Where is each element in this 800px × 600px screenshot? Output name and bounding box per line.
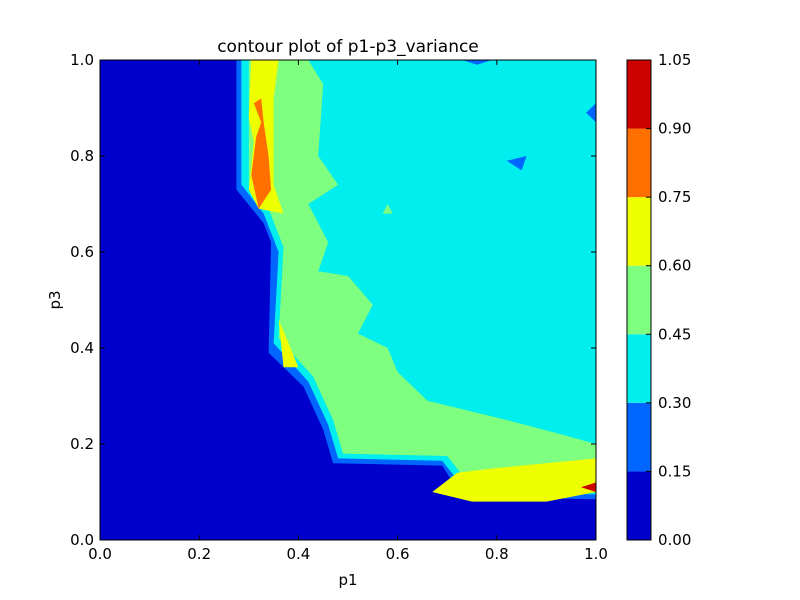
contour-region-7 <box>432 458 596 502</box>
plot-area <box>99 59 597 541</box>
colorbar-tick-label: 0.60 <box>658 257 691 275</box>
contour-region-3 <box>308 60 596 444</box>
y-tick-label: 0.8 <box>70 147 94 165</box>
colorbar-tick-label: 0.90 <box>658 120 691 138</box>
contour-region-9 <box>506 156 527 171</box>
contour-region-12 <box>382 204 393 214</box>
x-tick-label: 0.8 <box>485 545 509 563</box>
colorbar-tick-label: 0.30 <box>658 394 691 412</box>
colorbar-tick-label: 0.00 <box>658 531 691 549</box>
colorbar-tick-label: 0.15 <box>658 462 691 480</box>
x-axis: 0.0 0.2 0.4 0.6 0.8 1.0 <box>88 60 608 563</box>
contour-region-8 <box>581 482 596 492</box>
x-tick-label: 0.4 <box>286 545 310 563</box>
colorbar-frame <box>626 59 652 541</box>
colorbar-swatch <box>627 334 651 403</box>
colorbar-tick-label: 1.05 <box>658 51 691 69</box>
colorbar-swatch <box>627 60 651 129</box>
contour-region-6 <box>278 319 299 368</box>
y-tick-label: 0.4 <box>70 339 94 357</box>
x-tick-label: 0.2 <box>187 545 211 563</box>
x-tick-label: 0.6 <box>386 545 410 563</box>
contour-region-11 <box>586 103 596 123</box>
contour-region-5 <box>251 98 272 209</box>
colorbar-swatch <box>627 128 651 198</box>
y-tick-label: 1.0 <box>70 51 94 69</box>
colorbar-tick-label: 0.45 <box>658 325 691 343</box>
y-tick-label: 0.6 <box>70 243 94 261</box>
colorbar-tick-label: 0.75 <box>658 188 691 206</box>
contour-region-10 <box>462 60 492 65</box>
x-axis-label: p1 <box>338 571 357 589</box>
colorbar-swatch <box>627 265 651 335</box>
x-tick-label: 0.0 <box>88 545 112 563</box>
plot-frame <box>99 59 597 541</box>
colorbar: 0.00 0.15 0.30 0.45 0.60 0.75 0.90 1.05 <box>626 51 691 549</box>
y-axis: 0.0 0.2 0.4 0.6 0.8 1.0 <box>70 51 596 549</box>
chart-title: contour plot of p1-p3_variance <box>217 37 479 57</box>
colorbar-swatch <box>627 402 651 472</box>
colorbar-swatch <box>627 197 651 266</box>
contour-regions <box>236 60 597 502</box>
y-tick-label: 0.0 <box>70 531 94 549</box>
y-tick-label: 0.2 <box>70 435 94 453</box>
colorbar-swatch <box>627 471 651 540</box>
x-tick-label: 1.0 <box>584 545 608 563</box>
y-axis-label: p3 <box>46 290 64 309</box>
